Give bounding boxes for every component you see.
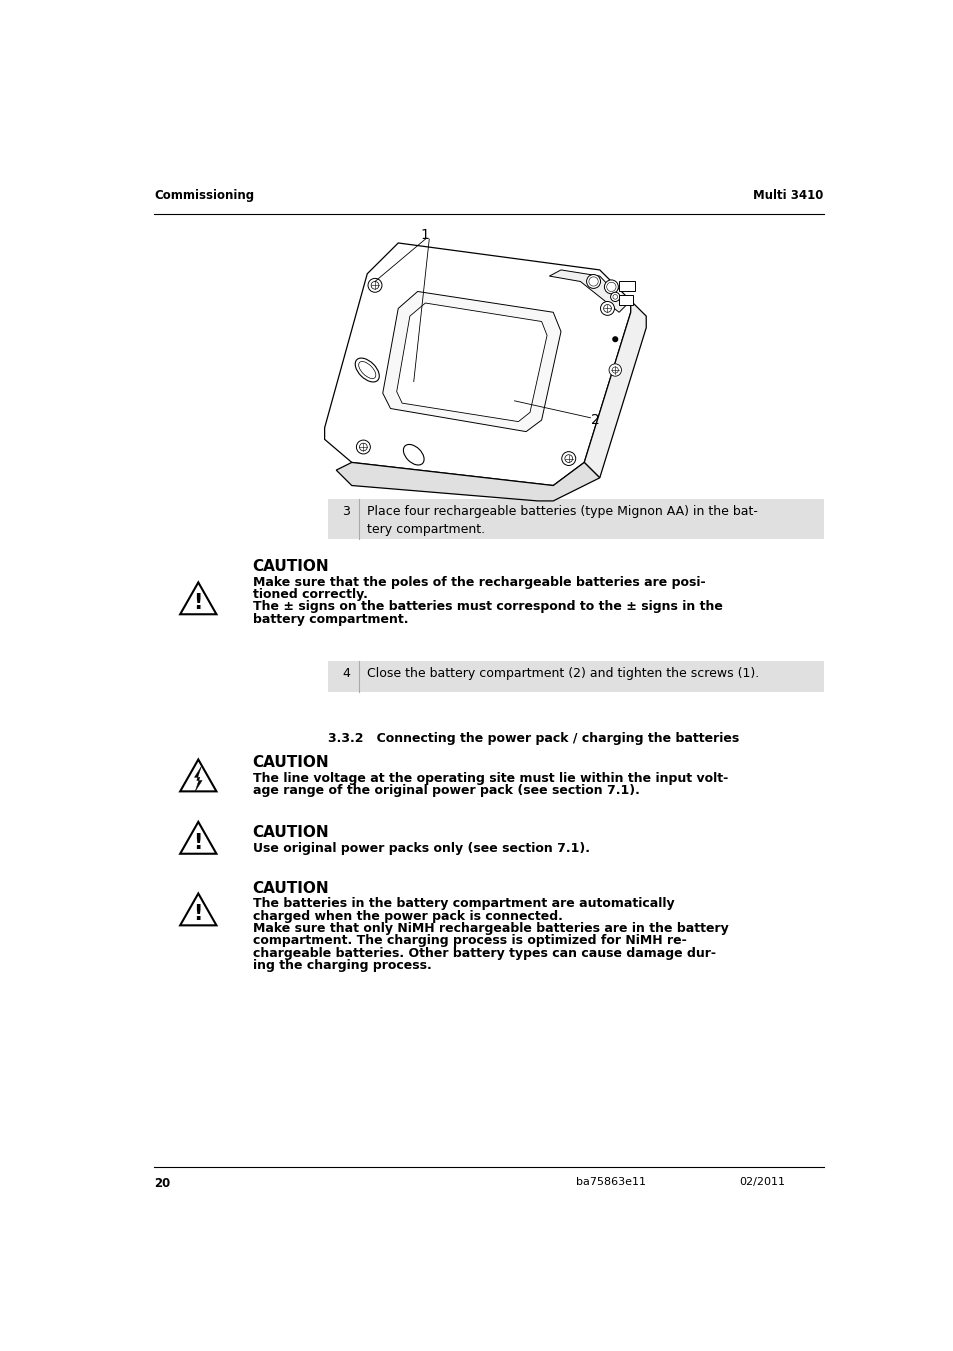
FancyBboxPatch shape — [618, 281, 634, 292]
Circle shape — [608, 363, 620, 376]
Text: 3.3.2   Connecting the power pack / charging the batteries: 3.3.2 Connecting the power pack / chargi… — [328, 732, 739, 744]
Text: age range of the original power pack (see section 7.1).: age range of the original power pack (se… — [253, 785, 639, 797]
Text: CAUTION: CAUTION — [253, 755, 329, 770]
Text: Make sure that only NiMH rechargeable batteries are in the battery: Make sure that only NiMH rechargeable ba… — [253, 923, 727, 935]
Circle shape — [356, 440, 370, 454]
Circle shape — [561, 451, 575, 466]
Polygon shape — [335, 462, 599, 501]
Circle shape — [588, 277, 598, 286]
Polygon shape — [382, 292, 560, 431]
Text: charged when the power pack is connected.: charged when the power pack is connected… — [253, 909, 562, 923]
Text: Place four rechargeable batteries (type Mignon AA) in the bat-
tery compartment.: Place four rechargeable batteries (type … — [367, 505, 758, 536]
Circle shape — [586, 274, 599, 288]
Polygon shape — [583, 301, 645, 478]
Text: 2: 2 — [591, 413, 599, 427]
Circle shape — [612, 367, 618, 373]
Circle shape — [604, 280, 618, 293]
Polygon shape — [549, 270, 626, 312]
Text: !: ! — [193, 904, 203, 924]
Polygon shape — [180, 893, 216, 925]
Text: 4: 4 — [342, 667, 350, 681]
Text: !: ! — [193, 832, 203, 852]
Text: chargeable batteries. Other battery types can cause damage dur-: chargeable batteries. Other battery type… — [253, 947, 715, 959]
Text: tioned correctly.: tioned correctly. — [253, 588, 367, 601]
Text: ing the charging process.: ing the charging process. — [253, 959, 431, 973]
Text: The batteries in the battery compartment are automatically: The batteries in the battery compartment… — [253, 897, 674, 911]
Circle shape — [599, 301, 614, 315]
Text: CAUTION: CAUTION — [253, 559, 329, 574]
Text: 1: 1 — [420, 228, 430, 242]
Text: 20: 20 — [154, 1177, 171, 1190]
Polygon shape — [180, 821, 216, 854]
FancyBboxPatch shape — [328, 748, 822, 809]
Ellipse shape — [355, 358, 379, 382]
Text: Multi 3410: Multi 3410 — [753, 189, 822, 203]
Text: ba75863e11: ba75863e11 — [576, 1177, 646, 1188]
Text: 02/2011: 02/2011 — [739, 1177, 784, 1188]
FancyBboxPatch shape — [328, 874, 822, 1013]
Polygon shape — [180, 582, 216, 615]
Text: Commissioning: Commissioning — [154, 189, 254, 203]
Polygon shape — [180, 759, 216, 792]
Text: Close the battery compartment (2) and tighten the screws (1).: Close the battery compartment (2) and ti… — [367, 667, 759, 681]
FancyBboxPatch shape — [328, 553, 822, 651]
Circle shape — [359, 443, 367, 451]
Ellipse shape — [403, 444, 424, 465]
Circle shape — [606, 282, 616, 292]
Circle shape — [603, 304, 611, 312]
Circle shape — [371, 281, 378, 289]
Text: The ± signs on the batteries must correspond to the ± signs in the: The ± signs on the batteries must corres… — [253, 600, 721, 613]
Circle shape — [612, 295, 617, 299]
Text: compartment. The charging process is optimized for NiMH re-: compartment. The charging process is opt… — [253, 935, 685, 947]
FancyBboxPatch shape — [618, 296, 633, 304]
FancyBboxPatch shape — [328, 499, 822, 539]
FancyBboxPatch shape — [328, 661, 822, 692]
Ellipse shape — [358, 362, 375, 378]
Circle shape — [564, 455, 572, 462]
Text: !: ! — [193, 593, 203, 613]
Polygon shape — [324, 243, 630, 485]
Polygon shape — [194, 766, 202, 792]
Text: 3: 3 — [342, 505, 350, 517]
Circle shape — [612, 336, 617, 342]
Text: CAUTION: CAUTION — [253, 825, 329, 840]
Text: battery compartment.: battery compartment. — [253, 612, 408, 626]
Text: The line voltage at the operating site must lie within the input volt-: The line voltage at the operating site m… — [253, 771, 727, 785]
Polygon shape — [396, 303, 546, 422]
Text: Make sure that the poles of the rechargeable batteries are posi-: Make sure that the poles of the recharge… — [253, 576, 704, 589]
Circle shape — [610, 292, 619, 301]
Text: CAUTION: CAUTION — [253, 881, 329, 896]
Circle shape — [368, 278, 381, 292]
FancyBboxPatch shape — [328, 819, 822, 865]
Text: Use original power packs only (see section 7.1).: Use original power packs only (see secti… — [253, 842, 589, 855]
